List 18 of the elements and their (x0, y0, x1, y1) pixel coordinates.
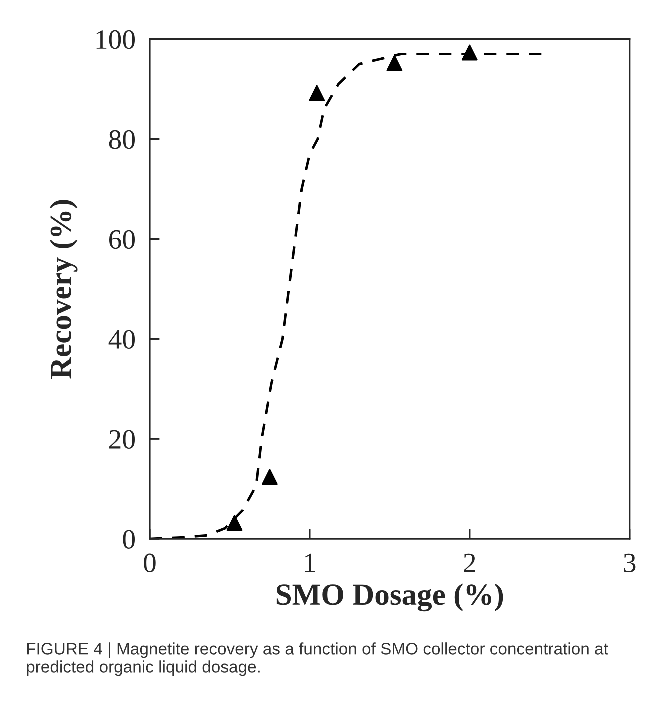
caption: FIGURE 4 | Magnetite recovery as a function of SMO collector concentration at predicted organic liquid dosage. (27, 642, 608, 676)
y-tick-label: 60 (109, 230, 136, 250)
x-tick-label: 1 (305, 554, 316, 572)
x-tick-label: 2 (464, 554, 476, 572)
x-axis-title: SMO Dosage (%) (276, 584, 504, 612)
y-tick-label: 80 (109, 130, 136, 150)
point (462, 44, 478, 61)
point (309, 85, 326, 102)
y-tick-label: 40 (108, 330, 136, 350)
point (262, 469, 278, 486)
point (226, 515, 243, 532)
x-tick-label: 3 (624, 554, 636, 573)
y-tick-label: 0 (123, 530, 136, 549)
x-tick-label: 0 (144, 554, 156, 573)
point (386, 55, 403, 72)
y-axis-title: Recovery (%) (50, 200, 78, 379)
y-tick-label: 20 (110, 430, 136, 450)
y-tick-label: 100 (96, 30, 136, 50)
